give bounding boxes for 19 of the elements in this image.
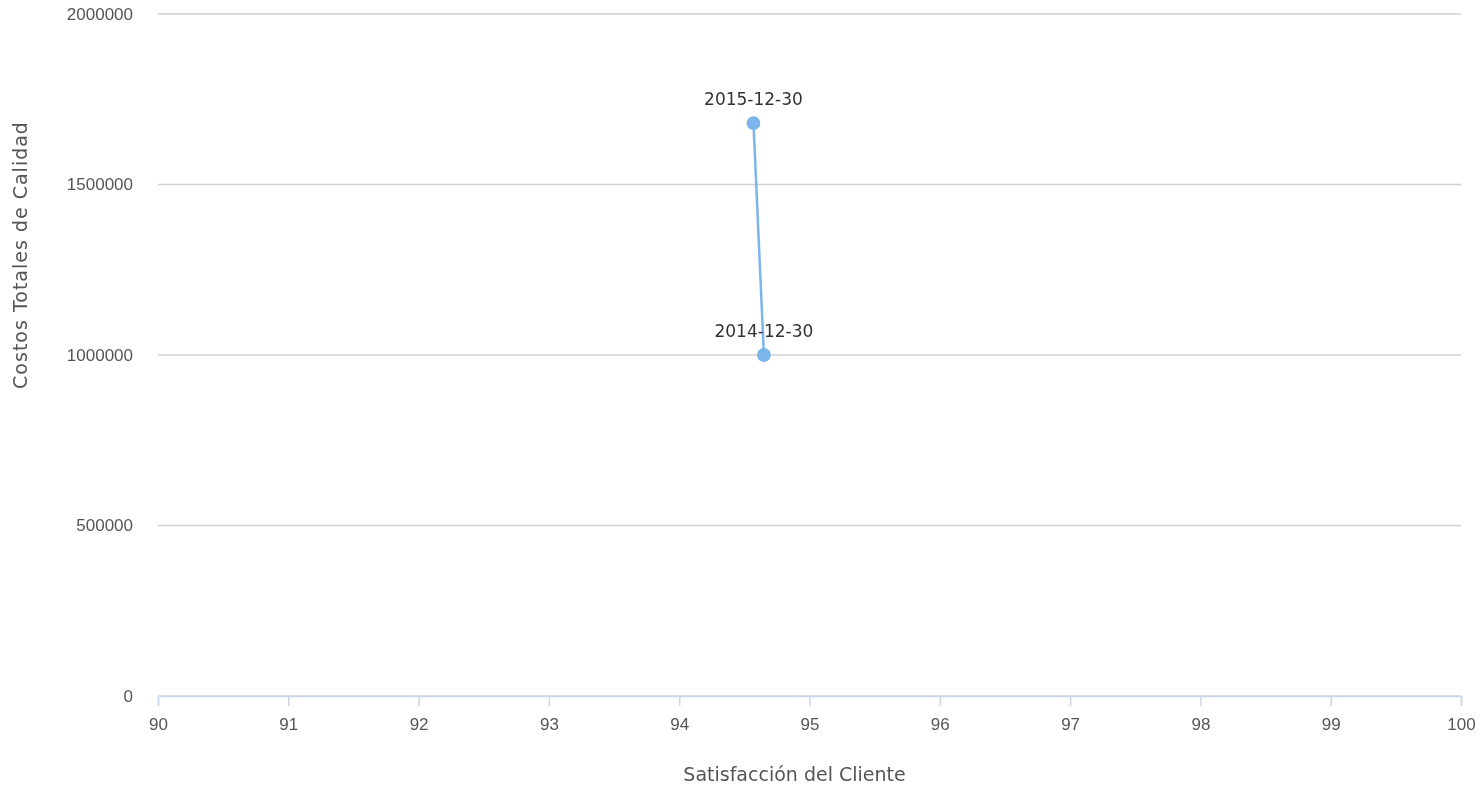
x-tick-label: 95	[800, 715, 820, 735]
x-tick-label: 96	[930, 715, 950, 735]
y-tick-label: 0	[123, 686, 133, 706]
y-axis-title: Costos Totales de Calidad	[9, 121, 31, 389]
x-axis-title: Satisfacción del Cliente	[683, 763, 906, 785]
x-tick-label: 94	[670, 715, 690, 735]
y-tick-label: 2000000	[66, 4, 133, 24]
y-tick-label: 1000000	[66, 345, 133, 365]
x-tick-label: 93	[539, 715, 559, 735]
x-tick-label: 92	[409, 715, 429, 735]
x-tick-label: 91	[279, 715, 299, 735]
annotation: 2015-12-30	[704, 89, 803, 110]
x-tick-label: 98	[1191, 715, 1211, 735]
y-tick-label: 1500000	[66, 175, 133, 195]
x-tick-label: 90	[149, 715, 168, 735]
y-tick-label: 500000	[76, 516, 133, 536]
x-tick-label: 99	[1321, 715, 1341, 735]
x-tick-label: 100	[1447, 715, 1476, 735]
x-tick-label: 97	[1061, 715, 1081, 735]
